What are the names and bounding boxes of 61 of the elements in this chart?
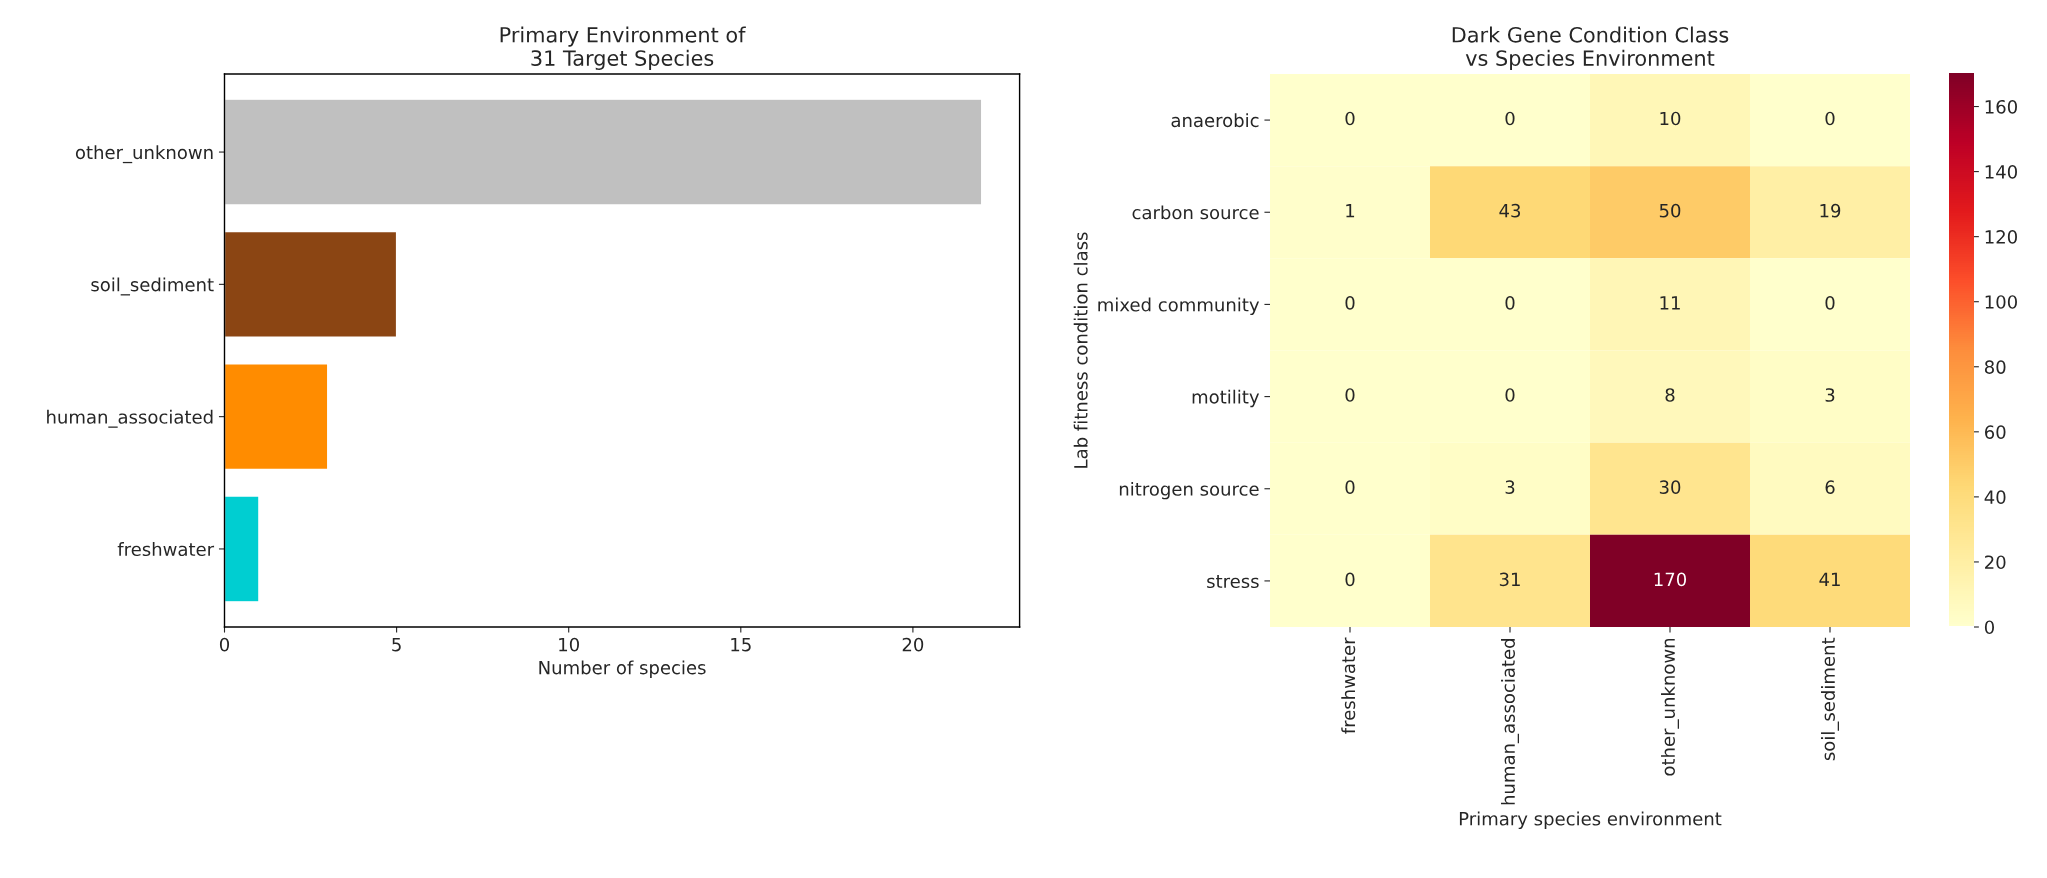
chart-title: Dark Gene Condition Class vs Species Environment: [1452, 26, 1729, 70]
x-tick-label: soil_sediment: [1821, 637, 1839, 761]
y-tick-label: other_unknown: [75, 145, 213, 164]
x-tick-label: 10: [559, 637, 579, 652]
color-bar-label: 80: [1984, 360, 2006, 374]
color-bar-label: 160: [1985, 99, 2017, 114]
x-tick-label: 15: [731, 637, 751, 652]
color-bar-label: 0: [1984, 620, 1995, 635]
data-label: 0: [1345, 388, 1355, 402]
x-tick-label: 20: [902, 637, 924, 652]
data-label: 3: [1505, 480, 1515, 494]
x-axis-title: Number of species: [539, 660, 706, 678]
y-tick-label: freshwater: [117, 542, 215, 557]
y-tick-label: human_associated: [47, 409, 213, 428]
data-label: 0: [1505, 388, 1515, 402]
data-label: 1: [1346, 204, 1355, 218]
x-tick-label: 0: [219, 637, 230, 652]
data-label: 10: [1660, 111, 1681, 126]
data-label: 0: [1345, 480, 1355, 494]
color-bar-label: 140: [1985, 165, 2017, 179]
data-label: 0: [1345, 572, 1355, 587]
y-tick-label: soil_sediment: [91, 277, 214, 296]
data-label: 31: [1499, 572, 1520, 587]
data-label: 0: [1505, 296, 1515, 310]
x-axis-title: Primary species environment: [1459, 811, 1722, 830]
color-bar-label: 20: [1985, 555, 2006, 570]
data-label: 41: [1819, 572, 1840, 586]
color-bar-label: 60: [1984, 425, 2006, 439]
bar: [224, 363, 329, 471]
data-label: 11: [1660, 296, 1680, 310]
x-tick-label: 5: [392, 637, 401, 652]
y-tick-label: motility: [1192, 389, 1260, 408]
y-tick-label: carbon source: [1132, 205, 1259, 220]
data-label: 0: [1825, 296, 1835, 310]
bar: [224, 98, 983, 206]
data-label: 6: [1825, 480, 1835, 494]
data-label: 30: [1659, 480, 1681, 494]
chart-title: Primary Environment of 31 Target Species: [500, 26, 746, 70]
color-bar-label: 100: [1985, 295, 2017, 309]
data-label: 50: [1659, 203, 1681, 218]
x-tick-label: other_unknown: [1661, 638, 1679, 776]
y-axis-title: Lab fitness condition class: [1073, 232, 1088, 468]
data-label: 0: [1825, 111, 1835, 126]
data-label: 3: [1825, 388, 1835, 402]
x-tick-label: freshwater: [1341, 637, 1356, 734]
y-tick-label: mixed community: [1098, 297, 1260, 316]
data-label: 0: [1345, 111, 1355, 126]
data-label: 43: [1499, 203, 1521, 218]
y-tick-label: stress: [1207, 575, 1259, 589]
data-label: 19: [1820, 203, 1841, 218]
color-bar-label: 120: [1985, 230, 2017, 244]
bar: [224, 230, 398, 338]
data-label: 8: [1665, 388, 1675, 402]
bar: [224, 495, 260, 603]
data-label: 0: [1345, 296, 1355, 310]
data-label: 170: [1654, 572, 1687, 587]
y-tick-label: nitrogen source: [1119, 481, 1259, 500]
color-bar-label: 40: [1984, 490, 2006, 504]
data-label: 0: [1505, 111, 1515, 126]
y-tick-label: anaerobic: [1171, 113, 1259, 128]
x-tick-label: human_associated: [1501, 639, 1519, 805]
